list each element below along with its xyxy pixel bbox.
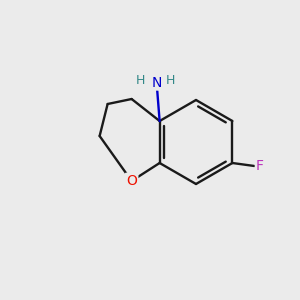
Text: H: H xyxy=(166,74,175,86)
Text: N: N xyxy=(152,76,162,90)
Text: F: F xyxy=(255,159,263,173)
Text: O: O xyxy=(126,174,137,188)
Text: H: H xyxy=(136,74,145,86)
